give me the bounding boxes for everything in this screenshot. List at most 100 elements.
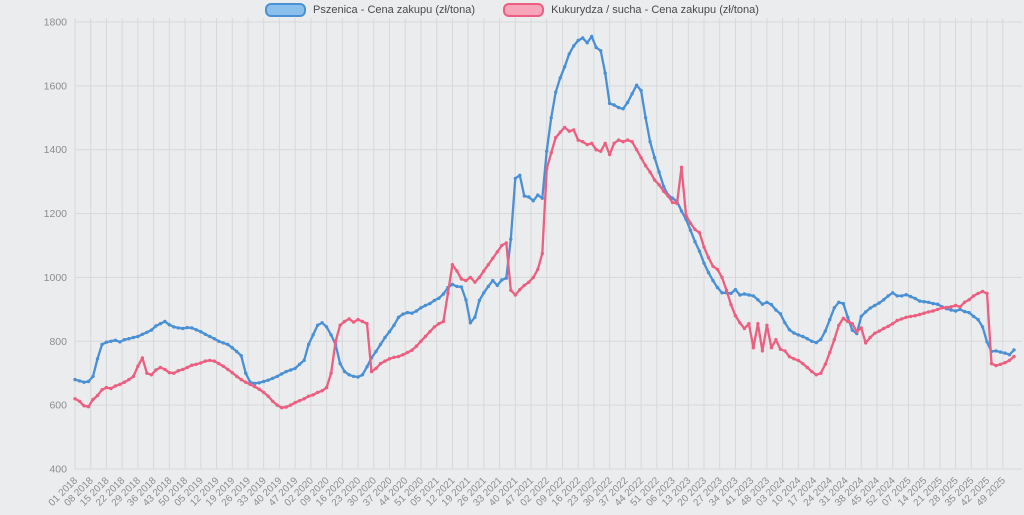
corn-data-point	[527, 280, 531, 284]
wheat-data-point	[297, 362, 302, 366]
corn-data-point	[926, 310, 931, 314]
corn-data-point	[82, 404, 86, 408]
wheat-data-point	[913, 296, 917, 301]
corn-data-point	[342, 319, 347, 324]
corn-data-point	[859, 326, 863, 330]
wheat-data-point	[882, 298, 886, 302]
corn-data-point	[810, 369, 814, 374]
corn-data-point	[86, 405, 91, 409]
wheat-data-point	[73, 377, 77, 382]
wheat-data-point	[459, 285, 464, 289]
corn-data-point	[230, 370, 234, 375]
corn-data-point	[522, 283, 526, 288]
corn-data-point	[383, 359, 387, 363]
corn-data-point	[405, 350, 410, 355]
wheat-data-point	[410, 311, 414, 315]
wheat-data-point	[715, 285, 720, 290]
wheat-data-point	[374, 349, 378, 354]
y-tick-label: 600	[49, 400, 67, 412]
corn-data-point	[104, 385, 109, 390]
corn-data-point	[630, 140, 634, 144]
wheat-data-point	[558, 76, 562, 80]
corn-data-point	[967, 298, 971, 302]
wheat-data-point	[172, 325, 176, 329]
wheat-data-point	[149, 328, 154, 332]
corn-data-point	[864, 341, 868, 345]
corn-data-point	[747, 322, 751, 326]
corn-data-point	[459, 277, 464, 281]
wheat-data-point	[315, 323, 320, 327]
corn-data-point	[612, 141, 616, 145]
corn-data-point	[333, 339, 338, 343]
corn-data-point	[572, 128, 576, 132]
legend-item-corn[interactable]: Kukurydza / sucha - Cena zakupu (zł/tona…	[503, 3, 759, 17]
corn-legend-swatch	[503, 3, 545, 17]
wheat-data-point	[823, 329, 827, 333]
wheat-data-point	[230, 346, 234, 350]
wheat-data-point	[958, 307, 962, 312]
corn-data-point	[832, 338, 836, 342]
wheat-data-point	[733, 287, 738, 292]
corn-data-point	[935, 307, 940, 312]
wheat-data-point	[1003, 351, 1007, 355]
wheat-data-point	[405, 310, 410, 315]
corn-data-point	[720, 275, 724, 280]
wheat-data-point	[846, 315, 850, 319]
wheat-data-point	[693, 240, 697, 244]
wheat-data-point	[504, 276, 508, 280]
wheat-data-point	[486, 284, 490, 289]
corn-data-point	[149, 373, 154, 377]
corn-data-point	[904, 315, 908, 319]
corn-data-point	[688, 221, 693, 225]
wheat-data-point	[585, 41, 589, 45]
wheat-data-point	[392, 323, 396, 327]
wheat-data-point	[953, 309, 958, 313]
corn-data-point	[670, 200, 675, 205]
wheat-data-point	[154, 324, 158, 328]
wheat-data-point	[208, 334, 212, 339]
wheat-data-point	[747, 293, 751, 297]
corn-data-point	[711, 264, 715, 268]
corn-data-point	[374, 366, 378, 371]
wheat-data-point	[765, 300, 769, 304]
wheat-data-point	[365, 365, 369, 369]
corn-data-point	[235, 374, 239, 379]
wheat-data-point	[760, 302, 765, 306]
wheat-data-point	[864, 310, 868, 314]
corn-data-point	[1003, 361, 1007, 365]
legend-item-wheat[interactable]: Pszenica - Cena zakupu (zł/tona)	[265, 3, 475, 17]
wheat-data-point	[648, 140, 652, 144]
wheat-data-point	[711, 278, 715, 283]
corn-data-point	[329, 371, 333, 375]
wheat-data-point	[495, 283, 499, 288]
wheat-data-point	[814, 340, 818, 345]
corn-data-point	[432, 325, 437, 329]
wheat-data-point	[280, 372, 284, 376]
corn-data-point	[257, 387, 261, 391]
corn-data-point	[266, 394, 270, 398]
wheat-data-point	[396, 315, 401, 319]
corn-data-point	[648, 170, 652, 174]
wheat-data-point	[77, 379, 82, 383]
corn-data-point	[962, 300, 967, 304]
wheat-data-point	[661, 184, 666, 189]
corn-data-point	[226, 367, 230, 372]
corn-data-point	[1007, 358, 1012, 363]
wheat-data-point	[464, 298, 468, 302]
corn-data-point	[486, 263, 490, 267]
corn-data-point	[347, 317, 351, 321]
wheat-data-point	[320, 321, 324, 325]
corn-data-point	[131, 374, 136, 379]
corn-data-point	[563, 125, 567, 130]
corn-data-point	[284, 405, 288, 409]
wheat-data-point	[931, 301, 935, 306]
corn-data-point	[877, 329, 881, 333]
corn-data-point	[338, 323, 342, 327]
corn-data-point	[661, 189, 666, 193]
corn-data-point	[212, 359, 216, 363]
wheat-data-point	[262, 379, 266, 384]
corn-data-point	[828, 350, 832, 355]
corn-data-point	[172, 371, 176, 375]
corn-data-point	[823, 362, 827, 366]
